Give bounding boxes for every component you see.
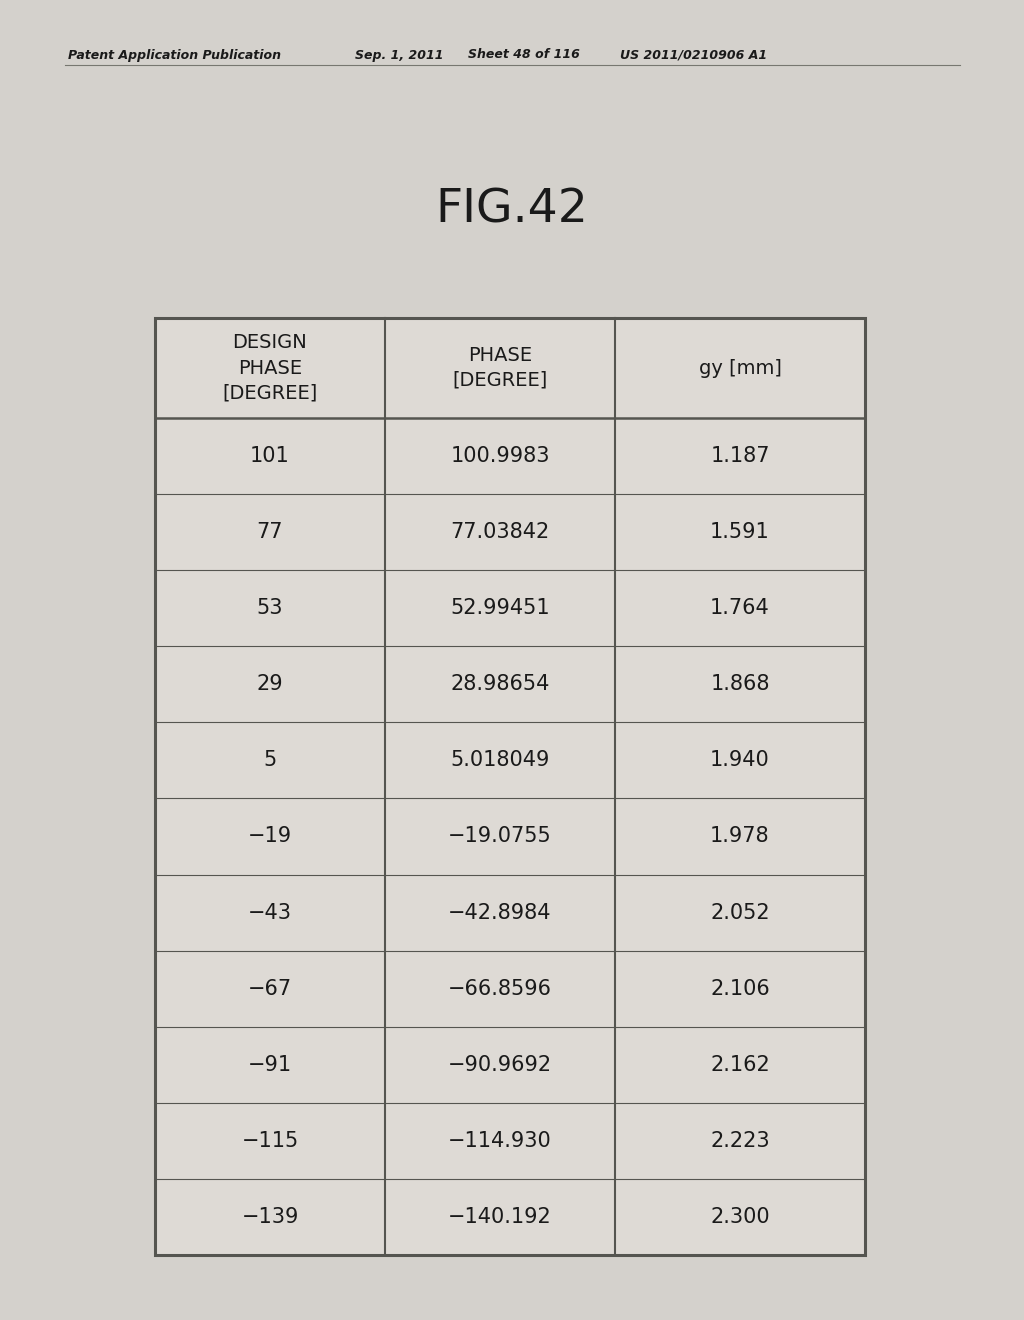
Text: 2.223: 2.223 — [711, 1131, 770, 1151]
Text: 101: 101 — [250, 446, 290, 466]
Text: 1.187: 1.187 — [711, 446, 770, 466]
Text: 28.98654: 28.98654 — [451, 675, 550, 694]
Text: 1.591: 1.591 — [710, 523, 770, 543]
Text: −139: −139 — [242, 1206, 299, 1228]
Bar — [155, 318, 865, 1255]
Text: 52.99451: 52.99451 — [451, 598, 550, 618]
Text: US 2011/0210906 A1: US 2011/0210906 A1 — [620, 49, 767, 62]
Text: 2.300: 2.300 — [711, 1206, 770, 1228]
Text: −42.8984: −42.8984 — [449, 903, 552, 923]
Text: 2.052: 2.052 — [711, 903, 770, 923]
Text: −67: −67 — [248, 978, 292, 999]
Text: −19.0755: −19.0755 — [449, 826, 552, 846]
Text: 1.940: 1.940 — [710, 750, 770, 771]
Text: 53: 53 — [257, 598, 284, 618]
Text: 2.162: 2.162 — [710, 1055, 770, 1074]
Text: DESIGN
PHASE
[DEGREE]: DESIGN PHASE [DEGREE] — [222, 334, 317, 403]
Text: −66.8596: −66.8596 — [449, 978, 552, 999]
Text: Sheet 48 of 116: Sheet 48 of 116 — [468, 49, 580, 62]
Bar — [155, 318, 865, 1255]
Text: 77.03842: 77.03842 — [451, 523, 550, 543]
Text: 2.106: 2.106 — [710, 978, 770, 999]
Text: −140.192: −140.192 — [449, 1206, 552, 1228]
Text: FIG.42: FIG.42 — [435, 187, 589, 232]
Text: −114.930: −114.930 — [449, 1131, 552, 1151]
Text: −91: −91 — [248, 1055, 292, 1074]
Text: 1.868: 1.868 — [711, 675, 770, 694]
Text: Patent Application Publication: Patent Application Publication — [68, 49, 281, 62]
Text: gy [mm]: gy [mm] — [698, 359, 781, 378]
Text: 5.018049: 5.018049 — [451, 750, 550, 771]
Text: 77: 77 — [257, 523, 284, 543]
Text: −19: −19 — [248, 826, 292, 846]
Text: PHASE
[DEGREE]: PHASE [DEGREE] — [453, 346, 548, 389]
Text: 1.764: 1.764 — [710, 598, 770, 618]
Text: 1.978: 1.978 — [711, 826, 770, 846]
Text: Sep. 1, 2011: Sep. 1, 2011 — [355, 49, 443, 62]
Text: −115: −115 — [242, 1131, 299, 1151]
Text: 5: 5 — [263, 750, 276, 771]
Text: −43: −43 — [248, 903, 292, 923]
Text: 29: 29 — [257, 675, 284, 694]
Text: −90.9692: −90.9692 — [447, 1055, 552, 1074]
Text: 100.9983: 100.9983 — [451, 446, 550, 466]
